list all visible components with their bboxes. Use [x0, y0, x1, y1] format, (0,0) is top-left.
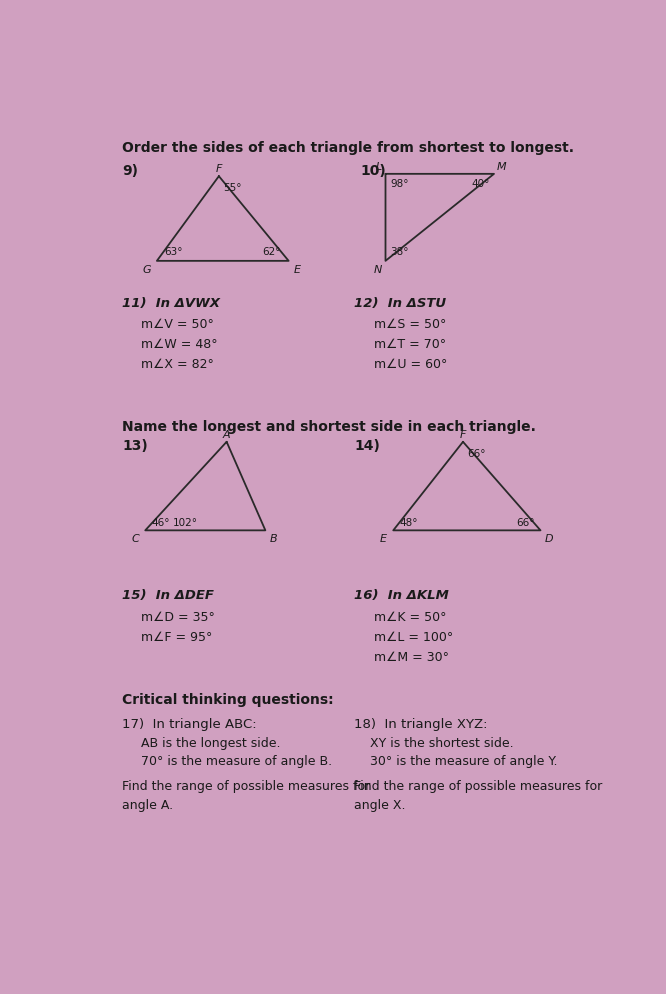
Text: G: G: [142, 264, 151, 274]
Text: m∠U = 60°: m∠U = 60°: [374, 358, 448, 371]
Text: m∠D = 35°: m∠D = 35°: [141, 610, 215, 623]
Text: 16)  In ΔKLM: 16) In ΔKLM: [354, 588, 450, 601]
Text: Critical thinking questions:: Critical thinking questions:: [122, 693, 334, 707]
Text: AB is the longest side.: AB is the longest side.: [141, 737, 281, 749]
Text: Order the sides of each triangle from shortest to longest.: Order the sides of each triangle from sh…: [122, 141, 574, 155]
Text: m∠L = 100°: m∠L = 100°: [374, 630, 453, 643]
Text: E: E: [293, 264, 300, 274]
Text: 15)  In ΔDEF: 15) In ΔDEF: [122, 588, 214, 601]
Text: F: F: [216, 164, 222, 174]
Text: 98°: 98°: [390, 179, 409, 189]
Text: 48°: 48°: [400, 518, 418, 528]
Text: 11)  In ΔVWX: 11) In ΔVWX: [122, 296, 220, 309]
Text: 14): 14): [354, 438, 380, 452]
Text: 63°: 63°: [165, 247, 183, 257]
Text: F: F: [460, 429, 466, 439]
Text: 66°: 66°: [468, 448, 486, 458]
Text: m∠W = 48°: m∠W = 48°: [141, 338, 218, 351]
Text: m∠S = 50°: m∠S = 50°: [374, 318, 446, 331]
Text: m∠T = 70°: m∠T = 70°: [374, 338, 446, 351]
Text: m∠X = 82°: m∠X = 82°: [141, 358, 214, 371]
Text: A: A: [223, 429, 230, 439]
Text: 17)  In triangle ABC:: 17) In triangle ABC:: [122, 718, 256, 731]
Text: 70° is the measure of angle B.: 70° is the measure of angle B.: [141, 754, 332, 767]
Text: 38°: 38°: [390, 247, 409, 257]
Text: angle X.: angle X.: [354, 798, 406, 811]
Text: 66°: 66°: [515, 518, 534, 528]
Text: 13): 13): [122, 438, 148, 452]
Text: m∠M = 30°: m∠M = 30°: [374, 650, 449, 663]
Text: N: N: [374, 264, 382, 274]
Text: 46°: 46°: [151, 518, 170, 528]
Text: 55°: 55°: [224, 183, 242, 193]
Text: m∠F = 95°: m∠F = 95°: [141, 630, 212, 643]
Text: 10): 10): [361, 164, 386, 178]
Text: 102°: 102°: [172, 518, 197, 528]
Text: Find the range of possible measures for: Find the range of possible measures for: [354, 779, 603, 792]
Text: L: L: [376, 162, 382, 172]
Text: Name the longest and shortest side in each triangle.: Name the longest and shortest side in ea…: [122, 419, 536, 433]
Text: XY is the shortest side.: XY is the shortest side.: [370, 737, 513, 749]
Text: 12)  In ΔSTU: 12) In ΔSTU: [354, 296, 447, 309]
Text: E: E: [380, 534, 387, 544]
Text: 30° is the measure of angle Y.: 30° is the measure of angle Y.: [370, 754, 557, 767]
Text: 40°: 40°: [471, 179, 490, 189]
Text: 62°: 62°: [262, 247, 281, 257]
Text: M: M: [497, 162, 507, 172]
Text: 18)  In triangle XYZ:: 18) In triangle XYZ:: [354, 718, 488, 731]
Text: D: D: [545, 534, 553, 544]
Text: B: B: [270, 534, 278, 544]
Text: Find the range of possible measures for: Find the range of possible measures for: [122, 779, 370, 792]
Text: C: C: [131, 534, 139, 544]
Text: 9): 9): [122, 164, 138, 178]
Text: m∠V = 50°: m∠V = 50°: [141, 318, 214, 331]
Text: angle A.: angle A.: [122, 798, 173, 811]
Text: m∠K = 50°: m∠K = 50°: [374, 610, 446, 623]
